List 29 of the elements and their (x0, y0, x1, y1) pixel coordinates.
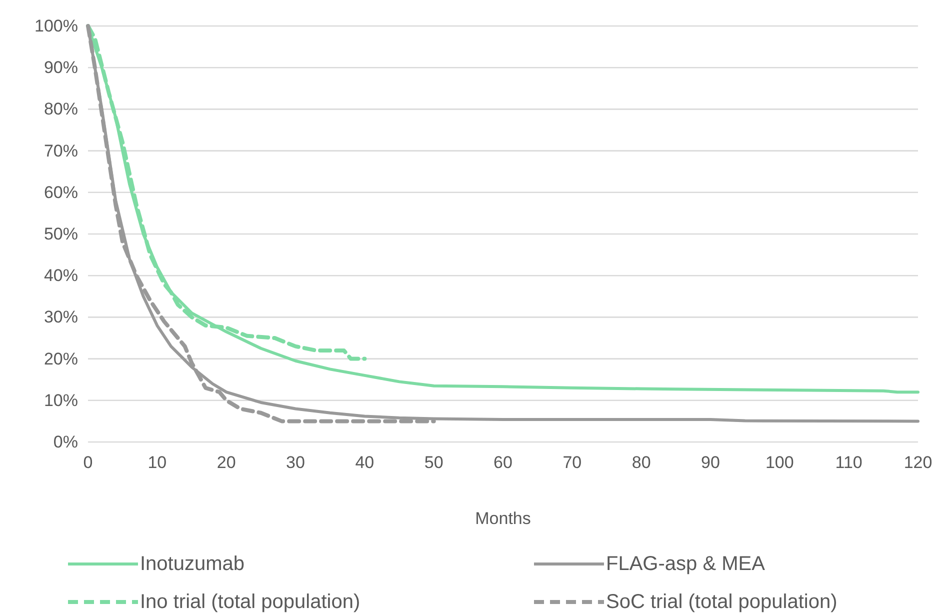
y-tick-label: 0% (53, 432, 78, 452)
y-tick-label: 60% (44, 182, 78, 202)
x-axis-title: Months (475, 509, 531, 528)
x-tick-label: 110 (835, 453, 862, 472)
legend-label: Inotuzumab (140, 553, 245, 575)
y-tick-label: 40% (44, 266, 78, 286)
x-tick-label: 50 (424, 453, 444, 472)
x-tick-label: 70 (562, 453, 582, 472)
y-tick-label: 70% (44, 141, 78, 160)
x-tick-label: 0 (83, 453, 93, 472)
legend-label: SoC trial (total population) (606, 591, 838, 613)
y-tick-label: 50% (44, 224, 78, 244)
x-tick-label: 30 (286, 453, 305, 472)
y-tick-label: 100% (34, 16, 78, 36)
y-tick-label: 30% (44, 308, 78, 327)
x-tick-label: 60 (494, 453, 512, 472)
x-tick-label: 100 (765, 453, 794, 472)
legend-label: Ino trial (total population) (140, 591, 360, 613)
x-tick-label: 80 (632, 453, 651, 472)
y-tick-label: 10% (44, 390, 78, 410)
legend-label: FLAG-asp & MEA (606, 553, 766, 575)
x-tick-label: 120 (904, 453, 932, 472)
y-tick-label: 20% (44, 349, 78, 368)
x-tick-label: 10 (148, 453, 167, 472)
x-tick-label: 40 (355, 453, 374, 472)
x-tick-label: 20 (216, 453, 236, 472)
y-tick-label: 90% (44, 58, 78, 78)
x-tick-label: 90 (701, 453, 720, 472)
y-tick-label: 80% (44, 100, 78, 119)
